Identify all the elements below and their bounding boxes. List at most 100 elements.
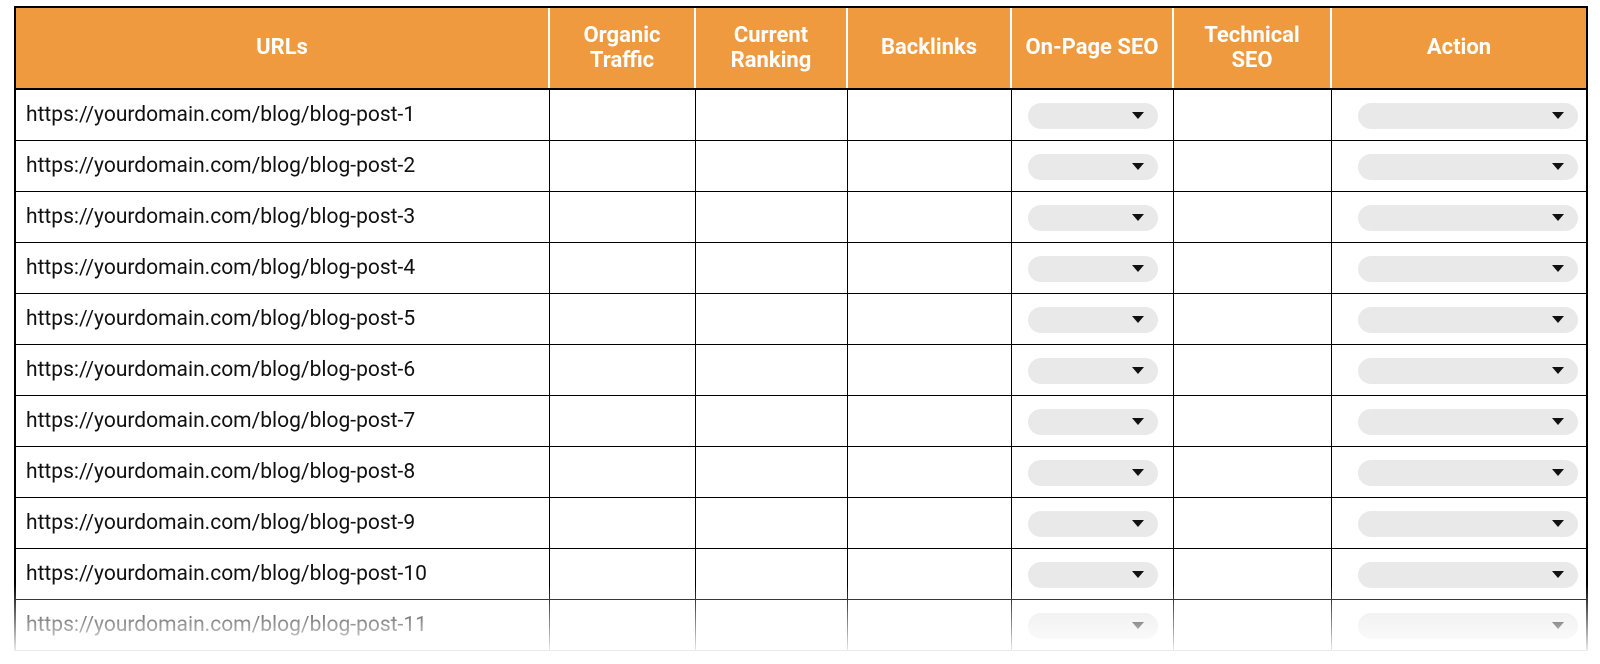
onpage-seo-dropdown[interactable]: [1028, 154, 1158, 180]
onpage-seo-dropdown[interactable]: [1028, 358, 1158, 384]
cell-ranking[interactable]: [695, 345, 847, 396]
cell-traffic[interactable]: [549, 600, 695, 651]
cell-backlinks[interactable]: [847, 396, 1011, 447]
cell-url[interactable]: https://yourdomain.com/blog/blog-post-7: [15, 396, 549, 447]
col-header-urls: URLs: [15, 7, 549, 89]
cell-url[interactable]: https://yourdomain.com/blog/blog-post-11: [15, 600, 549, 651]
table-header: URLs Organic Traffic Current Ranking Bac…: [15, 7, 1587, 89]
action-dropdown[interactable]: [1358, 613, 1578, 639]
cell-ranking[interactable]: [695, 89, 847, 141]
cell-ranking[interactable]: [695, 498, 847, 549]
cell-url[interactable]: https://yourdomain.com/blog/blog-post-8: [15, 447, 549, 498]
action-dropdown[interactable]: [1358, 154, 1578, 180]
cell-technical-seo[interactable]: [1173, 600, 1331, 651]
table-row: https://yourdomain.com/blog/blog-post-8: [15, 447, 1587, 498]
action-dropdown[interactable]: [1358, 103, 1578, 129]
table-body: https://yourdomain.com/blog/blog-post-1h…: [15, 89, 1587, 651]
action-dropdown[interactable]: [1358, 205, 1578, 231]
col-header-technical: Technical SEO: [1173, 7, 1331, 89]
onpage-seo-dropdown[interactable]: [1028, 409, 1158, 435]
cell-backlinks[interactable]: [847, 141, 1011, 192]
cell-traffic[interactable]: [549, 192, 695, 243]
cell-technical-seo[interactable]: [1173, 345, 1331, 396]
chevron-down-icon: [1132, 520, 1144, 527]
cell-technical-seo[interactable]: [1173, 447, 1331, 498]
onpage-seo-dropdown[interactable]: [1028, 256, 1158, 282]
table-row: https://yourdomain.com/blog/blog-post-5: [15, 294, 1587, 345]
cell-technical-seo[interactable]: [1173, 294, 1331, 345]
action-dropdown[interactable]: [1358, 562, 1578, 588]
cell-url[interactable]: https://yourdomain.com/blog/blog-post-10: [15, 549, 549, 600]
cell-action: [1331, 141, 1587, 192]
cell-action: [1331, 549, 1587, 600]
cell-url[interactable]: https://yourdomain.com/blog/blog-post-9: [15, 498, 549, 549]
cell-url[interactable]: https://yourdomain.com/blog/blog-post-2: [15, 141, 549, 192]
cell-url[interactable]: https://yourdomain.com/blog/blog-post-3: [15, 192, 549, 243]
cell-traffic[interactable]: [549, 243, 695, 294]
onpage-seo-dropdown[interactable]: [1028, 613, 1158, 639]
cell-ranking[interactable]: [695, 294, 847, 345]
table-row: https://yourdomain.com/blog/blog-post-2: [15, 141, 1587, 192]
cell-backlinks[interactable]: [847, 192, 1011, 243]
cell-traffic[interactable]: [549, 447, 695, 498]
onpage-seo-dropdown[interactable]: [1028, 307, 1158, 333]
cell-action: [1331, 243, 1587, 294]
cell-technical-seo[interactable]: [1173, 498, 1331, 549]
cell-technical-seo[interactable]: [1173, 141, 1331, 192]
cell-technical-seo[interactable]: [1173, 549, 1331, 600]
action-dropdown[interactable]: [1358, 358, 1578, 384]
cell-ranking[interactable]: [695, 192, 847, 243]
cell-ranking[interactable]: [695, 600, 847, 651]
cell-backlinks[interactable]: [847, 549, 1011, 600]
cell-onpage-seo: [1011, 447, 1173, 498]
cell-backlinks[interactable]: [847, 345, 1011, 396]
cell-backlinks[interactable]: [847, 89, 1011, 141]
onpage-seo-dropdown[interactable]: [1028, 103, 1158, 129]
table-row: https://yourdomain.com/blog/blog-post-3: [15, 192, 1587, 243]
action-dropdown[interactable]: [1358, 307, 1578, 333]
chevron-down-icon: [1552, 571, 1564, 578]
cell-backlinks[interactable]: [847, 243, 1011, 294]
cell-traffic[interactable]: [549, 345, 695, 396]
cell-traffic[interactable]: [549, 396, 695, 447]
cell-url[interactable]: https://yourdomain.com/blog/blog-post-6: [15, 345, 549, 396]
cell-url[interactable]: https://yourdomain.com/blog/blog-post-1: [15, 89, 549, 141]
cell-traffic[interactable]: [549, 294, 695, 345]
onpage-seo-dropdown[interactable]: [1028, 205, 1158, 231]
cell-ranking[interactable]: [695, 396, 847, 447]
col-header-traffic: Organic Traffic: [549, 7, 695, 89]
cell-ranking[interactable]: [695, 141, 847, 192]
chevron-down-icon: [1552, 265, 1564, 272]
cell-url[interactable]: https://yourdomain.com/blog/blog-post-4: [15, 243, 549, 294]
action-dropdown[interactable]: [1358, 256, 1578, 282]
onpage-seo-dropdown[interactable]: [1028, 562, 1158, 588]
cell-backlinks[interactable]: [847, 447, 1011, 498]
table-row: https://yourdomain.com/blog/blog-post-9: [15, 498, 1587, 549]
chevron-down-icon: [1132, 571, 1144, 578]
chevron-down-icon: [1552, 112, 1564, 119]
cell-technical-seo[interactable]: [1173, 243, 1331, 294]
cell-traffic[interactable]: [549, 498, 695, 549]
cell-traffic[interactable]: [549, 141, 695, 192]
cell-ranking[interactable]: [695, 447, 847, 498]
action-dropdown[interactable]: [1358, 460, 1578, 486]
cell-backlinks[interactable]: [847, 600, 1011, 651]
cell-traffic[interactable]: [549, 549, 695, 600]
cell-ranking[interactable]: [695, 243, 847, 294]
onpage-seo-dropdown[interactable]: [1028, 511, 1158, 537]
table-row: https://yourdomain.com/blog/blog-post-4: [15, 243, 1587, 294]
cell-technical-seo[interactable]: [1173, 192, 1331, 243]
cell-backlinks[interactable]: [847, 498, 1011, 549]
cell-traffic[interactable]: [549, 89, 695, 141]
cell-action: [1331, 447, 1587, 498]
onpage-seo-dropdown[interactable]: [1028, 460, 1158, 486]
cell-url[interactable]: https://yourdomain.com/blog/blog-post-5: [15, 294, 549, 345]
action-dropdown[interactable]: [1358, 409, 1578, 435]
action-dropdown[interactable]: [1358, 511, 1578, 537]
chevron-down-icon: [1552, 316, 1564, 323]
cell-technical-seo[interactable]: [1173, 89, 1331, 141]
cell-ranking[interactable]: [695, 549, 847, 600]
cell-backlinks[interactable]: [847, 294, 1011, 345]
cell-technical-seo[interactable]: [1173, 396, 1331, 447]
cell-onpage-seo: [1011, 549, 1173, 600]
